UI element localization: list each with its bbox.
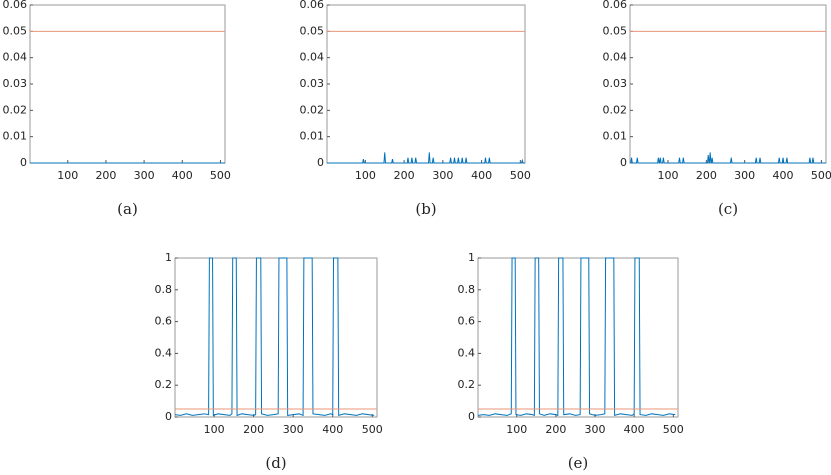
- y-tick-label: 0.4: [155, 346, 173, 359]
- y-tick-label: 0.2: [458, 378, 476, 391]
- x-tick-label: 500: [811, 169, 831, 182]
- data-line: [630, 152, 826, 164]
- y-tick-label: 0.01: [3, 130, 28, 143]
- plot-frame: [326, 4, 526, 164]
- x-tick-label: 200: [545, 423, 566, 436]
- x-tick-label: 100: [506, 423, 527, 436]
- x-tick-label: 400: [773, 169, 794, 182]
- y-tick-label: 0.2: [155, 378, 173, 391]
- x-tick-label: 300: [283, 423, 304, 436]
- y-tick-label: 0.05: [300, 24, 325, 37]
- x-tick-label: 300: [432, 169, 453, 182]
- plot-frame: [629, 4, 827, 164]
- caption: (a): [117, 200, 138, 218]
- y-tick-label: 0: [20, 156, 27, 169]
- y-tick-label: 0: [317, 156, 324, 169]
- y-tick-label: 0.06: [603, 0, 628, 11]
- x-tick-label: 200: [394, 169, 415, 182]
- caption: (b): [415, 200, 436, 218]
- y-tick-label: 0: [468, 410, 475, 423]
- x-tick-label: 500: [210, 169, 231, 182]
- x-tick-label: 100: [204, 423, 225, 436]
- y-tick-label: 0.02: [300, 103, 325, 116]
- y-tick-label: 1: [468, 251, 475, 264]
- caption: (d): [265, 454, 286, 472]
- caption: (e): [568, 454, 589, 472]
- y-tick-label: 0.01: [300, 130, 325, 143]
- x-tick-label: 100: [657, 169, 678, 182]
- y-tick-label: 0.04: [300, 51, 325, 64]
- x-tick-label: 500: [510, 169, 531, 182]
- y-tick-label: 0.4: [458, 346, 476, 359]
- x-tick-label: 500: [362, 423, 383, 436]
- y-tick-label: 0.01: [603, 130, 628, 143]
- y-tick-label: 0.06: [300, 0, 325, 11]
- y-tick-label: 0.6: [458, 315, 476, 328]
- x-tick-label: 400: [624, 423, 645, 436]
- x-tick-label: 300: [585, 423, 606, 436]
- data-line: [174, 257, 375, 417]
- x-tick-label: 200: [95, 169, 116, 182]
- x-tick-label: 200: [243, 423, 264, 436]
- y-tick-label: 0.6: [155, 315, 173, 328]
- y-tick-label: 0.05: [603, 24, 628, 37]
- y-tick-label: 0.03: [3, 77, 28, 90]
- data-line: [477, 257, 676, 417]
- x-tick-label: 400: [471, 169, 492, 182]
- y-tick-label: 0.05: [3, 24, 28, 37]
- x-tick-label: 400: [322, 423, 343, 436]
- y-tick-label: 1: [165, 251, 172, 264]
- y-tick-label: 0: [620, 156, 627, 169]
- y-tick-label: 0.03: [300, 77, 325, 90]
- y-tick-label: 0.04: [3, 51, 28, 64]
- x-tick-label: 300: [734, 169, 755, 182]
- data-line: [327, 152, 525, 164]
- x-tick-label: 500: [663, 423, 684, 436]
- plot-frame: [174, 257, 378, 418]
- caption: (c): [718, 200, 738, 218]
- y-tick-label: 0.8: [458, 283, 476, 296]
- y-tick-label: 0.02: [603, 103, 628, 116]
- y-tick-label: 0: [165, 410, 172, 423]
- plot-frame: [477, 257, 679, 418]
- y-tick-label: 0.03: [603, 77, 628, 90]
- plot-frame: [29, 4, 226, 164]
- y-tick-label: 0.04: [603, 51, 628, 64]
- x-tick-label: 100: [57, 169, 78, 182]
- x-tick-label: 100: [355, 169, 376, 182]
- y-tick-label: 0.8: [155, 283, 173, 296]
- x-tick-label: 200: [696, 169, 717, 182]
- y-tick-label: 0.06: [3, 0, 28, 11]
- x-tick-label: 400: [172, 169, 193, 182]
- x-tick-label: 300: [134, 169, 155, 182]
- y-tick-label: 0.02: [3, 103, 28, 116]
